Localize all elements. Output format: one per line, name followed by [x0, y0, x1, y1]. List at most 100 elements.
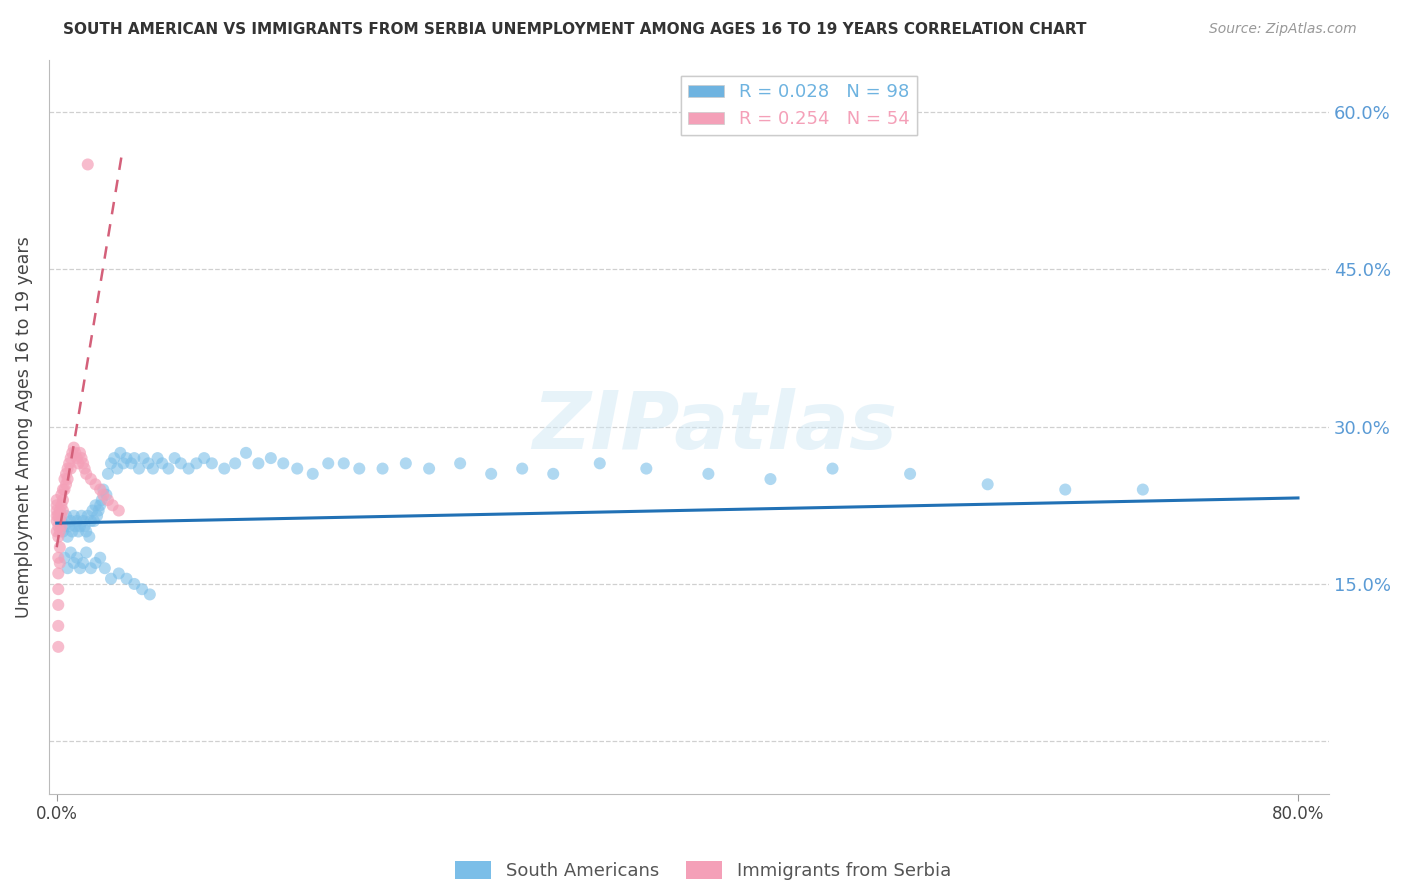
Point: [73, 461, 96, 475]
Point: [52, 493, 75, 508]
Point: [214, 461, 236, 475]
Point: [53, 472, 76, 486]
Point: [91, 483, 114, 497]
Y-axis label: Unemployment Among Ages 16 to 19 years: Unemployment Among Ages 16 to 19 years: [15, 235, 32, 617]
Point: [80, 514, 103, 528]
Point: [271, 456, 294, 470]
Point: [759, 472, 782, 486]
Point: [80, 472, 103, 486]
Point: [59, 461, 82, 475]
Point: [541, 467, 564, 481]
Point: [58, 519, 80, 533]
Point: [53, 519, 76, 533]
Point: [69, 446, 91, 460]
Point: [110, 446, 132, 460]
Point: [45, 503, 67, 517]
Point: [105, 461, 128, 475]
Point: [76, 508, 98, 523]
Point: [131, 582, 153, 597]
Point: [124, 451, 146, 466]
Point: [589, 456, 612, 470]
Point: [46, 530, 69, 544]
Point: [636, 461, 658, 475]
Point: [51, 498, 73, 512]
Point: [53, 550, 76, 565]
Point: [100, 572, 122, 586]
Point: [59, 451, 82, 466]
Point: [91, 488, 114, 502]
Point: [51, 508, 73, 523]
Point: [80, 561, 103, 575]
Point: [115, 572, 138, 586]
Point: [46, 582, 69, 597]
Point: [107, 503, 129, 517]
Point: [186, 456, 208, 470]
Point: [157, 461, 180, 475]
Point: [82, 503, 104, 517]
Point: [46, 550, 69, 565]
Point: [59, 514, 82, 528]
Point: [49, 503, 72, 517]
Point: [163, 451, 186, 466]
Point: [73, 519, 96, 533]
Point: [49, 540, 72, 554]
Point: [51, 488, 73, 502]
Point: [976, 477, 998, 491]
Point: [46, 508, 69, 523]
Point: [449, 456, 471, 470]
Point: [60, 446, 83, 460]
Point: [235, 446, 257, 460]
Point: [49, 514, 72, 528]
Point: [97, 493, 120, 508]
Point: [132, 451, 155, 466]
Point: [45, 493, 67, 508]
Point: [697, 467, 720, 481]
Point: [86, 508, 108, 523]
Point: [65, 519, 87, 533]
Legend: R = 0.028   N = 98, R = 0.254   N = 54: R = 0.028 N = 98, R = 0.254 N = 54: [681, 76, 917, 136]
Point: [67, 456, 90, 470]
Point: [69, 561, 91, 575]
Point: [55, 467, 77, 481]
Point: [65, 446, 87, 460]
Point: [72, 456, 94, 470]
Point: [510, 461, 533, 475]
Point: [89, 483, 111, 497]
Point: [139, 587, 162, 601]
Point: [69, 519, 91, 533]
Point: [333, 456, 356, 470]
Text: Source: ZipAtlas.com: Source: ZipAtlas.com: [1209, 22, 1357, 37]
Text: ZIPatlas: ZIPatlas: [531, 388, 897, 466]
Point: [1132, 483, 1154, 497]
Point: [55, 477, 77, 491]
Point: [75, 467, 97, 481]
Point: [59, 545, 82, 559]
Point: [53, 483, 76, 497]
Point: [70, 508, 93, 523]
Point: [170, 456, 193, 470]
Point: [96, 488, 118, 502]
Point: [46, 519, 69, 533]
Point: [89, 550, 111, 565]
Point: [72, 514, 94, 528]
Point: [90, 493, 112, 508]
Point: [224, 456, 246, 470]
Point: [371, 461, 394, 475]
Point: [66, 514, 89, 528]
Point: [84, 477, 107, 491]
Point: [52, 483, 75, 497]
Point: [52, 524, 75, 539]
Point: [66, 550, 89, 565]
Point: [316, 456, 339, 470]
Point: [94, 561, 117, 575]
Point: [87, 503, 110, 517]
Point: [898, 467, 921, 481]
Point: [247, 456, 270, 470]
Point: [107, 566, 129, 581]
Point: [177, 461, 200, 475]
Point: [395, 456, 418, 470]
Point: [56, 530, 79, 544]
Point: [301, 467, 323, 481]
Point: [115, 451, 138, 466]
Point: [1054, 483, 1077, 497]
